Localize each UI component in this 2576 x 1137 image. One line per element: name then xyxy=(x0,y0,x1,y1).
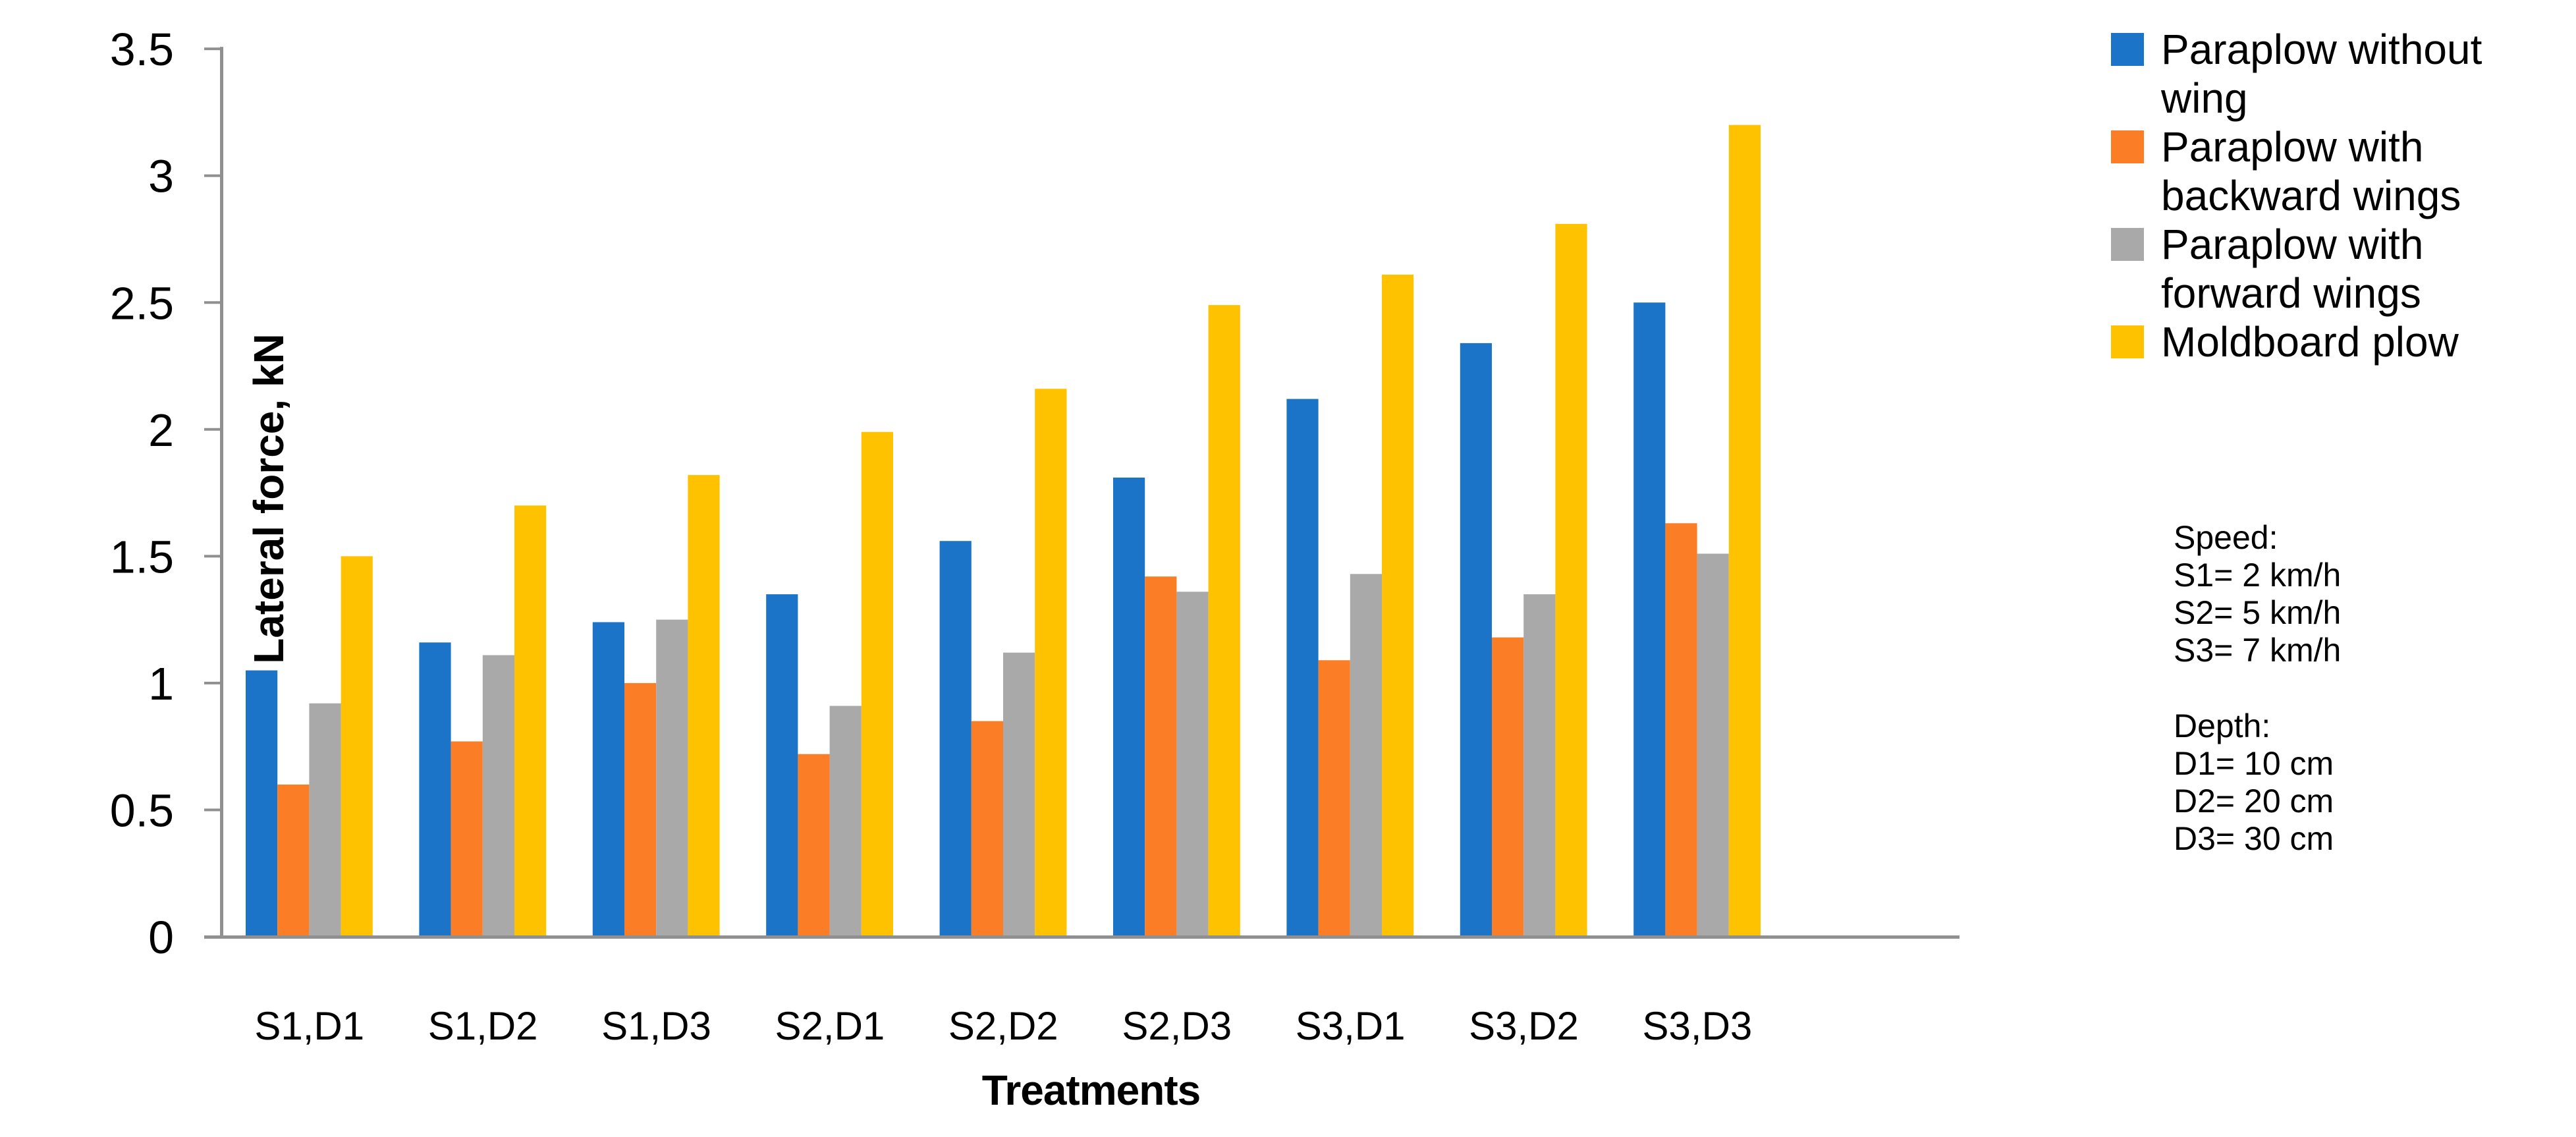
speed-line: S3= 7 km/h xyxy=(2174,632,2342,669)
bar-s1-d2-paraplow-with-backward-wings xyxy=(451,741,483,937)
legend-item-paraplow-without-wing: Paraplow without wing xyxy=(2111,25,2572,123)
speed-note: Speed: S1= 2 km/h S2= 5 km/h S3= 7 km/h xyxy=(2174,519,2341,669)
bar-s2-d2-moldboard-plow xyxy=(1035,389,1067,937)
bar-s1-d2-paraplow-with-forward-wings xyxy=(482,655,514,937)
y-tick xyxy=(204,681,221,684)
x-tick-label: S1,D1 xyxy=(254,1004,364,1048)
bar-s2-d1-moldboard-plow xyxy=(861,431,893,937)
bar-s1-d3-paraplow-with-backward-wings xyxy=(624,682,657,937)
bar-s3-d2-paraplow-with-backward-wings xyxy=(1492,637,1524,937)
bar-s3-d1-moldboard-plow xyxy=(1382,274,1414,937)
depth-title: Depth: xyxy=(2174,707,2271,744)
y-tick-label: 0.5 xyxy=(110,785,174,836)
y-tick xyxy=(204,301,221,304)
bar-s3-d3-paraplow-with-backward-wings xyxy=(1665,523,1697,937)
y-tick-label: 3.5 xyxy=(110,24,174,75)
x-tick-label: S1,D3 xyxy=(601,1004,711,1048)
bar-s1-d2-moldboard-plow xyxy=(514,505,547,937)
x-axis-line xyxy=(204,935,1959,939)
x-tick-label: S3,D2 xyxy=(1469,1004,1579,1048)
speed-line: S2= 5 km/h xyxy=(2174,594,2342,631)
legend-label: Paraplow with forward wings xyxy=(2161,221,2424,317)
y-tick-label: 1 xyxy=(148,658,174,709)
y-tick xyxy=(204,47,221,51)
x-tick-label: S3,D3 xyxy=(1643,1004,1753,1048)
bar-s2-d2-paraplow-with-backward-wings xyxy=(971,721,1003,937)
legend-marker-paraplow-with-backward-wings xyxy=(2111,130,2144,163)
y-tick-label: 3 xyxy=(148,151,174,202)
bar-s1-d3-paraplow-with-forward-wings xyxy=(656,619,688,937)
legend-item-moldboard-plow: Moldboard plow xyxy=(2111,318,2572,366)
bar-s3-d1-paraplow-without-wing xyxy=(1286,399,1319,937)
y-tick-label: 2.5 xyxy=(110,277,174,329)
y-tick-label: 0 xyxy=(148,912,174,963)
chart-legend: Paraplow without wing Paraplow with backw… xyxy=(2111,25,2572,366)
x-axis-title: Treatments xyxy=(981,1067,1201,1114)
legend-label: Moldboard plow xyxy=(2161,318,2459,366)
legend-item-paraplow-with-forward-wings: Paraplow with forward wings xyxy=(2111,220,2572,318)
bar-s1-d1-paraplow-without-wing xyxy=(246,670,278,937)
depth-note: Depth: D1= 10 cm D2= 20 cm D3= 30 cm xyxy=(2174,707,2341,858)
bar-s2-d2-paraplow-with-forward-wings xyxy=(1003,652,1035,937)
legend-item-paraplow-with-backward-wings: Paraplow with backward wings xyxy=(2111,123,2572,220)
bar-s3-d3-paraplow-with-forward-wings xyxy=(1697,553,1729,937)
x-tick-label: S2,D3 xyxy=(1122,1004,1232,1048)
y-tick xyxy=(204,174,221,177)
bar-s1-d3-moldboard-plow xyxy=(688,475,720,937)
bar-s3-d3-moldboard-plow xyxy=(1728,125,1761,937)
bar-s1-d1-paraplow-with-backward-wings xyxy=(277,784,310,937)
speed-line: S1= 2 km/h xyxy=(2174,557,2342,594)
bar-s2-d2-paraplow-without-wing xyxy=(939,541,972,937)
legend-marker-moldboard-plow xyxy=(2111,325,2144,358)
depth-line: D2= 20 cm xyxy=(2174,783,2334,819)
legend-label: Paraplow without wing xyxy=(2161,26,2482,122)
legend-marker-paraplow-without-wing xyxy=(2111,33,2144,66)
y-axis-title: Lateral force, kN xyxy=(245,333,292,664)
depth-line: D3= 30 cm xyxy=(2174,820,2334,857)
speed-title: Speed: xyxy=(2174,519,2278,556)
y-tick xyxy=(204,428,221,431)
bar-s2-d3-paraplow-with-forward-wings xyxy=(1176,592,1209,937)
bar-s1-d2-paraplow-without-wing xyxy=(419,642,451,937)
bar-s3-d2-paraplow-without-wing xyxy=(1460,343,1492,937)
bar-s2-d3-paraplow-without-wing xyxy=(1113,477,1145,937)
x-tick-label: S1,D2 xyxy=(428,1004,538,1048)
bar-s3-d3-paraplow-without-wing xyxy=(1633,302,1666,937)
legend-label: Paraplow with backward wings xyxy=(2161,123,2461,219)
y-tick xyxy=(204,808,221,812)
side-notes: Speed: S1= 2 km/h S2= 5 km/h S3= 7 km/h … xyxy=(2174,519,2341,858)
bar-s1-d1-paraplow-with-forward-wings xyxy=(309,703,341,937)
depth-line: D1= 10 cm xyxy=(2174,745,2334,782)
bar-s2-d3-moldboard-plow xyxy=(1208,305,1240,937)
y-tick-label: 2 xyxy=(148,404,174,456)
x-tick-label: S2,D2 xyxy=(948,1004,1058,1048)
y-tick-label: 1.5 xyxy=(110,531,174,582)
legend-marker-paraplow-with-forward-wings xyxy=(2111,228,2144,261)
y-tick xyxy=(204,555,221,558)
bar-s2-d3-paraplow-with-backward-wings xyxy=(1145,576,1177,937)
bar-s3-d2-moldboard-plow xyxy=(1555,223,1587,937)
bar-s3-d1-paraplow-with-backward-wings xyxy=(1318,660,1350,937)
bar-s2-d1-paraplow-without-wing xyxy=(766,594,798,937)
bar-s2-d1-paraplow-with-backward-wings xyxy=(798,754,830,937)
bar-s3-d1-paraplow-with-forward-wings xyxy=(1350,574,1382,937)
x-tick-label: S3,D1 xyxy=(1296,1004,1406,1048)
bar-s2-d1-paraplow-with-forward-wings xyxy=(829,706,862,937)
bar-s1-d1-moldboard-plow xyxy=(341,556,373,937)
bar-s3-d2-paraplow-with-forward-wings xyxy=(1523,594,1556,937)
x-tick-label: S2,D1 xyxy=(775,1004,885,1048)
y-axis-line xyxy=(220,47,223,938)
bar-s1-d3-paraplow-without-wing xyxy=(592,622,624,937)
